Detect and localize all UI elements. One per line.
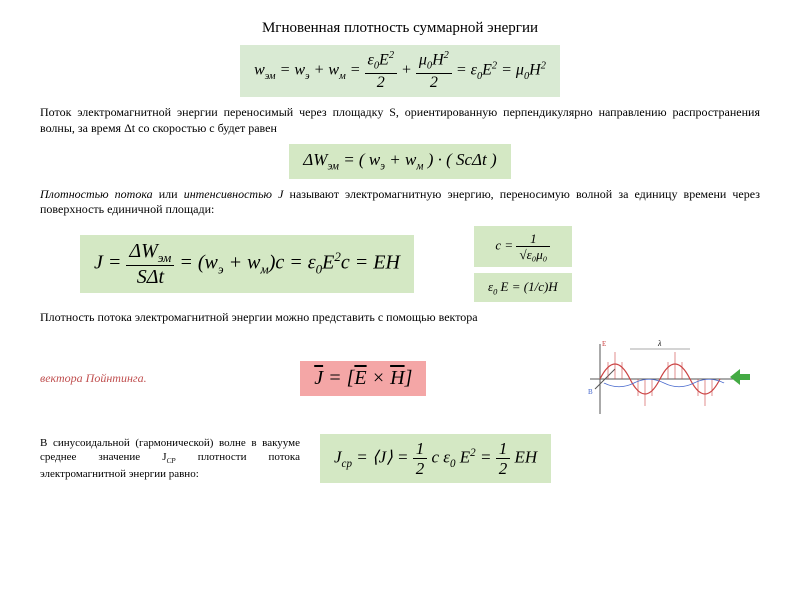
equation-energy-density: wэм = wэ + wм = ε0E22 + μ0H22 = ε0E2 = μ… [240,45,560,97]
equation-poynting: J = [E × H] [300,361,426,396]
page-title: Мгновенная плотность суммарной энергии [40,20,760,37]
paragraph-average: В синусоидальной (гармонической) волне в… [40,436,300,481]
equation-average-intensity: Jср = ⟨J⟩ = 12 c ε0 E2 = 12 EH [320,434,551,483]
paragraph-flux: Поток электромагнитной энергии переносим… [40,105,760,136]
paragraph-intensity: Плотностью потока или интенсивностью J н… [40,187,760,218]
svg-text:B: B [588,388,593,396]
svg-text:E: E [602,340,606,348]
equation-intensity: J = ΔWэмSΔt = (wэ + wм)c = ε0E2c = EH [80,235,414,293]
equation-speed-of-light: c = 1√ε₀μ₀ [474,226,572,267]
em-wave-diagram: λ E B [580,334,760,424]
poynting-vector-label: вектора Пойнтинга. [40,371,147,386]
paragraph-poynting: Плотность потока электромагнитной энерги… [40,310,760,326]
svg-text:λ: λ [657,339,662,348]
equation-flux: ΔWэм = ( wэ + wм ) · ( ScΔt ) [289,144,510,178]
equation-eps-relation: ε0 E = (1/c)H [474,273,572,303]
